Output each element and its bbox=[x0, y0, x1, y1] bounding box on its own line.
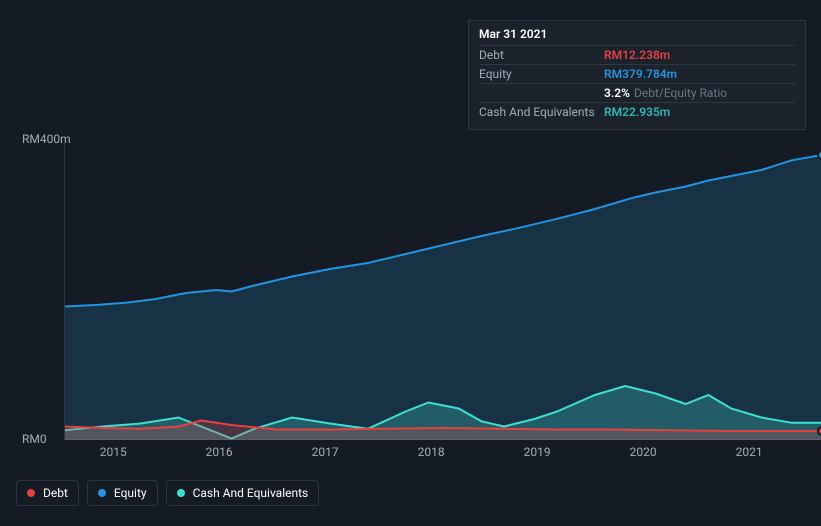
x-tick-label: 2021 bbox=[736, 445, 763, 459]
tooltip-row-sub: Debt/Equity Ratio bbox=[634, 86, 727, 100]
legend-label: Debt bbox=[43, 486, 68, 500]
tooltip-row-label: Debt bbox=[479, 48, 604, 62]
tooltip-rows: DebtRM12.238mEquityRM379.784m3.2%Debt/Eq… bbox=[479, 45, 795, 121]
tooltip-row: Cash And EquivalentsRM22.935m bbox=[479, 102, 795, 121]
tooltip-row-label: Equity bbox=[479, 67, 604, 81]
legend-dot-icon bbox=[177, 489, 185, 497]
tooltip-row-value: RM12.238m bbox=[604, 48, 670, 62]
plot-region[interactable] bbox=[64, 140, 821, 440]
x-axis-labels: 2015 2016 2017 2018 2019 2020 2021 bbox=[64, 445, 821, 465]
tooltip-row-label bbox=[479, 86, 604, 100]
chart-area: RM400mRM0 2015201620172018201920202021 bbox=[16, 120, 806, 465]
legend-dot-icon bbox=[98, 489, 106, 497]
series-end-marker bbox=[817, 150, 821, 160]
x-tick-label: 2019 bbox=[524, 445, 551, 459]
tooltip-row-value: RM22.935m bbox=[604, 105, 670, 119]
data-tooltip: Mar 31 2021 DebtRM12.238mEquityRM379.784… bbox=[468, 20, 806, 130]
series-end-marker bbox=[817, 426, 821, 436]
tooltip-row-label: Cash And Equivalents bbox=[479, 105, 604, 119]
chart-svg bbox=[65, 140, 821, 440]
legend: Debt Equity Cash And Equivalents bbox=[16, 480, 319, 506]
tooltip-row: 3.2%Debt/Equity Ratio bbox=[479, 83, 795, 102]
tooltip-row-value: 3.2%Debt/Equity Ratio bbox=[604, 86, 727, 100]
legend-label: Cash And Equivalents bbox=[193, 486, 309, 500]
tooltip-row: EquityRM379.784m bbox=[479, 64, 795, 83]
legend-dot-icon bbox=[27, 489, 35, 497]
y-tick-label: RM0 bbox=[22, 432, 47, 446]
legend-label: Equity bbox=[114, 486, 147, 500]
x-tick-label: 2017 bbox=[312, 445, 339, 459]
tooltip-row: DebtRM12.238m bbox=[479, 45, 795, 64]
tooltip-date: Mar 31 2021 bbox=[479, 27, 795, 45]
legend-item-equity[interactable]: Equity bbox=[87, 480, 158, 506]
tooltip-row-value: RM379.784m bbox=[604, 67, 677, 81]
x-tick-label: 2018 bbox=[418, 445, 445, 459]
x-tick-label: 2016 bbox=[206, 445, 233, 459]
x-tick-label: 2020 bbox=[630, 445, 657, 459]
x-tick-label: 2015 bbox=[100, 445, 127, 459]
legend-item-cash-and-equivalents[interactable]: Cash And Equivalents bbox=[166, 480, 320, 506]
legend-item-debt[interactable]: Debt bbox=[16, 480, 79, 506]
